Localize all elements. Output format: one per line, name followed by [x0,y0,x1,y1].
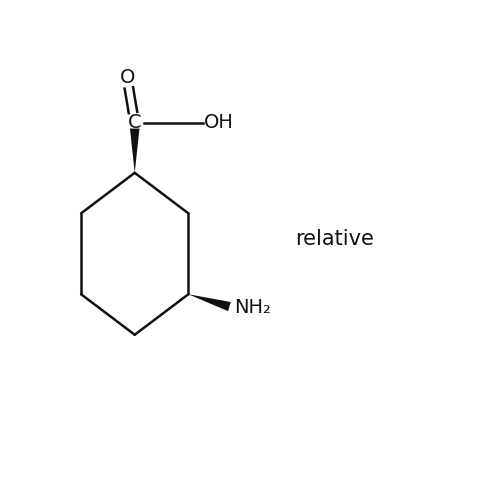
Polygon shape [188,294,231,311]
Text: OH: OH [204,114,234,132]
Text: O: O [119,68,135,87]
Text: C: C [128,114,141,132]
Text: relative: relative [296,229,374,250]
Text: NH₂: NH₂ [234,298,271,317]
Polygon shape [130,128,139,173]
